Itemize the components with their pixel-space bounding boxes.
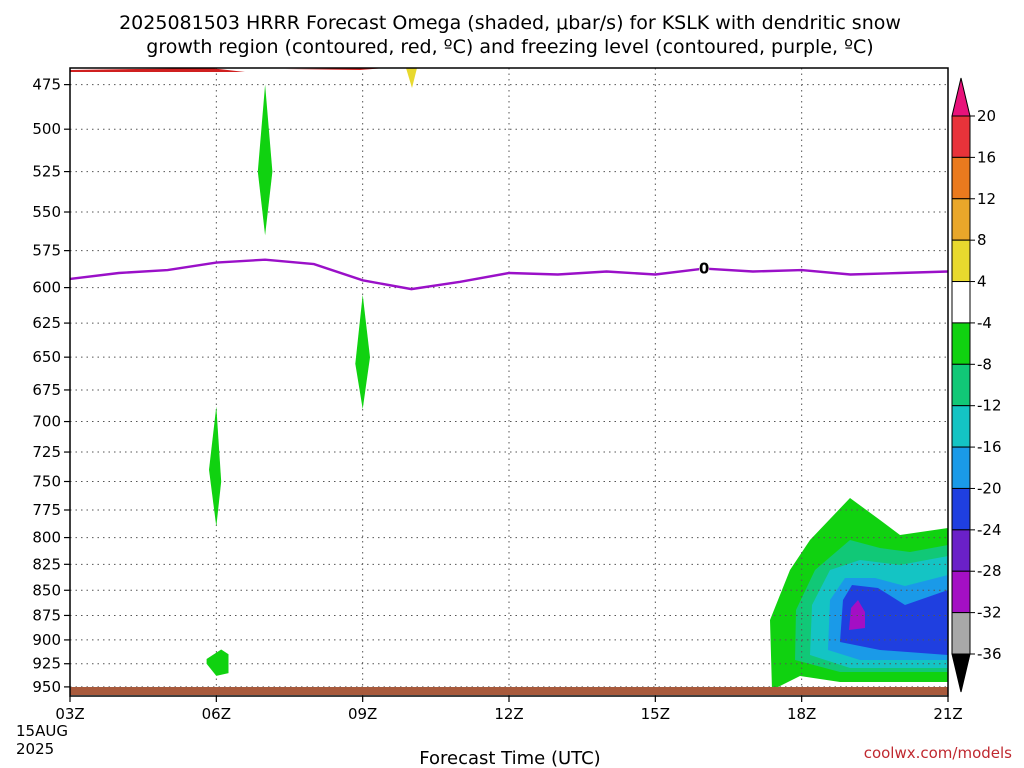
- colorbar-label: -28: [977, 562, 1002, 580]
- colorbar-segment: [951, 570, 971, 614]
- colorbar-segment: [951, 529, 971, 572]
- y-tick-label: 500: [32, 120, 61, 138]
- colorbar-label: -20: [977, 479, 1002, 497]
- colorbar-segment: [951, 239, 971, 283]
- colorbar-segment: [951, 363, 971, 407]
- colorbar-label: 12: [977, 190, 996, 208]
- colorbar-segment: [951, 487, 971, 531]
- y-tick-label: 550: [32, 203, 61, 221]
- x-tick-label: 09Z: [348, 705, 377, 723]
- colorbar-segment: [951, 322, 971, 365]
- grid-lines: [69, 68, 949, 696]
- colorbar-segment: [951, 405, 971, 448]
- colorbar-label: 8: [977, 231, 987, 249]
- x-tick-label: 03Z: [55, 705, 84, 723]
- x-tick-label: 18Z: [787, 705, 816, 723]
- colorbar-label: -4: [977, 314, 992, 332]
- omega-shading-layer: [770, 498, 948, 690]
- y-tick-label: 475: [32, 76, 61, 94]
- y-axis: 475 500 525 550 575 600 625 650 675 700 725 750 775 8…: [32, 76, 70, 696]
- omega-region-small: [257, 84, 273, 236]
- x-start-date-label: 15AUG: [16, 722, 68, 740]
- ground-band: [70, 687, 948, 695]
- y-tick-label: 775: [32, 501, 61, 519]
- y-tick-label: 575: [32, 242, 61, 260]
- colorbar-segment: [951, 446, 971, 489]
- y-tick-label: 950: [32, 678, 61, 696]
- colorbar: 20 16 12 8 4 -4 -8 -12 -16 -20 -24 -28 -32 -36: [951, 77, 1002, 693]
- y-tick-label: 675: [32, 381, 61, 399]
- colorbar-label: 20: [977, 107, 996, 125]
- x-tick-label: 12Z: [494, 705, 523, 723]
- colorbar-segment: [951, 156, 971, 200]
- colorbar-segment: [951, 115, 971, 158]
- x-tick-label: 06Z: [202, 705, 231, 723]
- y-tick-label: 625: [32, 314, 61, 332]
- colorbar-label: -16: [977, 438, 1002, 456]
- colorbar-label: -24: [977, 521, 1002, 539]
- freezing-level-line: [69, 258, 949, 291]
- y-tick-label: 925: [32, 655, 61, 673]
- x-tick-label: 21Z: [933, 705, 962, 723]
- y-tick-label: 900: [32, 631, 61, 649]
- colorbar-segment: [951, 612, 971, 655]
- credit-link[interactable]: coolwx.com/models: [864, 744, 1012, 762]
- y-tick-label: 650: [32, 348, 61, 366]
- y-tick-label: 875: [32, 606, 61, 624]
- freezing-level-label: 0: [699, 260, 709, 278]
- x-axis: 03Z 06Z 09Z 12Z 15Z 18Z 21Z: [55, 696, 963, 723]
- omega-region-yellow-top: [406, 68, 417, 88]
- y-tick-label: 700: [32, 413, 61, 431]
- y-tick-label: 800: [32, 529, 61, 547]
- colorbar-label: 16: [977, 148, 996, 166]
- chart-title-line1: 2025081503 HRRR Forecast Omega (shaded, …: [119, 12, 901, 34]
- colorbar-label: -8: [977, 355, 992, 373]
- omega-region-small: [355, 294, 370, 410]
- colorbar-label: 4: [977, 273, 987, 291]
- colorbar-segment: [951, 281, 971, 324]
- x-start-year-label: 2025: [16, 740, 54, 758]
- y-tick-label: 525: [32, 163, 61, 181]
- y-tick-label: 850: [32, 581, 61, 599]
- colorbar-label: -12: [977, 397, 1002, 415]
- colorbar-label: -36: [977, 645, 1002, 663]
- y-tick-label: 750: [32, 473, 61, 491]
- y-tick-label: 825: [32, 555, 61, 573]
- colorbar-top-arrow: [951, 77, 971, 117]
- omega-region-small: [209, 406, 222, 527]
- colorbar-bottom-arrow: [951, 653, 971, 693]
- colorbar-label: -32: [977, 604, 1002, 622]
- plot-area: 0: [69, 67, 949, 697]
- omega-region-blue: [840, 585, 948, 655]
- y-tick-label: 725: [32, 443, 61, 461]
- y-tick-label: 600: [32, 279, 61, 297]
- x-axis-title: Forecast Time (UTC): [419, 748, 600, 768]
- omega-small-regions: [206, 84, 370, 676]
- freezing-level-label-bg: [699, 261, 710, 274]
- chart-title-line2: growth region (contoured, red, ºC) and f…: [146, 36, 873, 58]
- x-tick-label: 15Z: [641, 705, 670, 723]
- colorbar-segment: [951, 198, 971, 241]
- omega-region-small: [206, 649, 229, 676]
- dendritic-growth-contour-top: [70, 68, 385, 72]
